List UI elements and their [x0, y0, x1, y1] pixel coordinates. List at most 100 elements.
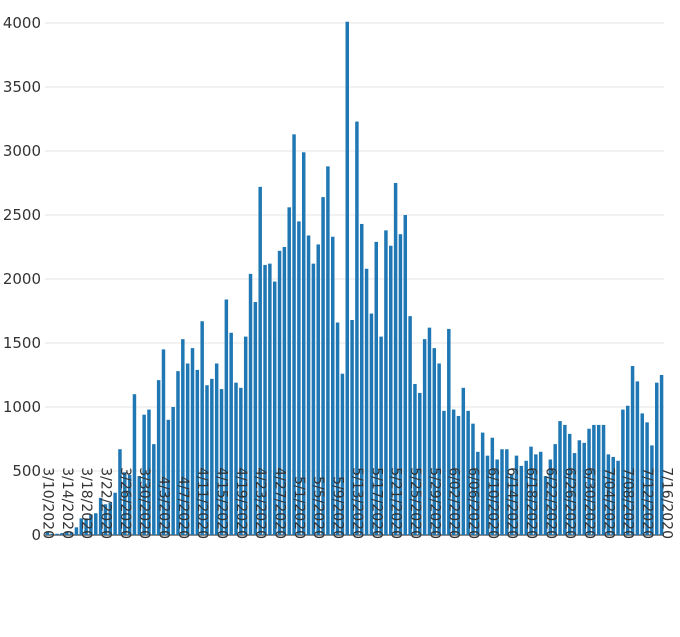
x-tick-label: 5/13/2020 [349, 467, 365, 539]
y-tick-label: 0 [31, 526, 41, 544]
bar [572, 453, 577, 535]
bar [451, 409, 456, 535]
bar [427, 327, 432, 535]
bar [350, 319, 354, 535]
bar [69, 532, 74, 535]
bar [360, 223, 364, 535]
x-tick-label: 7/16/2020 [658, 467, 674, 539]
bar [118, 449, 122, 535]
y-tick-label: 4000 [3, 14, 41, 32]
bar [625, 405, 630, 535]
bar [461, 387, 466, 535]
bar [543, 476, 548, 535]
bar [326, 166, 330, 536]
bar [616, 460, 620, 535]
bar [592, 424, 596, 535]
bar [147, 409, 151, 535]
x-tick-label: 4/7/2020 [175, 476, 191, 539]
bar [485, 455, 490, 535]
bar [389, 245, 393, 535]
bar [89, 514, 93, 535]
bar [229, 332, 233, 535]
x-tick-label: 4/23/2020 [252, 467, 268, 539]
bar [364, 268, 369, 535]
bar [505, 449, 509, 535]
x-tick-label: 6/10/2020 [484, 467, 500, 539]
bar [567, 433, 572, 535]
bar [190, 348, 195, 535]
bar [393, 183, 398, 535]
bar [538, 451, 543, 535]
bar [219, 389, 224, 535]
bar [297, 221, 301, 535]
x-tick-label: 3/22/2020 [97, 467, 113, 539]
x-tick-label: 6/06/2020 [465, 467, 481, 539]
bar [65, 532, 69, 535]
bar [195, 369, 200, 535]
bar [587, 428, 591, 535]
bar [369, 313, 374, 535]
bar [640, 413, 644, 535]
bar [50, 533, 54, 535]
bars [45, 21, 664, 536]
bar [456, 415, 461, 535]
y-axis: 0 500 1000 1500 2000 2500 3000 3500 4000 [3, 14, 41, 544]
bar [490, 437, 495, 535]
bar [263, 264, 267, 535]
bar [74, 527, 79, 535]
bar [103, 504, 108, 535]
bar [142, 414, 146, 535]
bar [152, 444, 156, 535]
bar [45, 532, 50, 535]
bar [253, 302, 258, 535]
bar [432, 348, 437, 535]
x-tick-label: 5/1/2020 [291, 476, 307, 539]
bar [234, 382, 238, 535]
bar [563, 424, 567, 535]
bar [185, 363, 190, 535]
bar [335, 322, 340, 535]
bar [287, 207, 291, 535]
x-tick-label: 3/30/2020 [136, 467, 152, 539]
bar [301, 152, 306, 535]
bar [166, 419, 171, 535]
bar [224, 299, 229, 535]
bar [108, 503, 113, 535]
bar [243, 336, 248, 535]
bar [258, 186, 262, 535]
bar [495, 459, 499, 535]
bar [272, 281, 277, 535]
bar [171, 407, 175, 535]
bar [403, 215, 408, 535]
bar [606, 454, 611, 535]
x-tick-label: 7/12/2020 [639, 467, 655, 539]
bar [127, 474, 132, 535]
x-tick-label: 6/18/2020 [523, 467, 539, 539]
x-tick-label: 6/14/2020 [504, 467, 520, 539]
bar [94, 513, 98, 535]
bar [476, 451, 480, 535]
bar [248, 273, 253, 535]
bar [645, 422, 649, 535]
bar [548, 459, 553, 535]
bar [306, 235, 311, 536]
y-tick-label: 1000 [3, 398, 41, 416]
bar [282, 247, 287, 535]
bar [480, 432, 485, 535]
bar [524, 460, 528, 535]
x-tick-label: 6/02/2020 [446, 467, 462, 539]
bar [500, 449, 504, 535]
bar [582, 442, 586, 535]
x-tick-label: 5/25/2020 [407, 467, 423, 539]
x-tick-label: 4/11/2020 [194, 467, 210, 539]
bar [635, 381, 640, 535]
y-tick-label: 500 [12, 462, 41, 480]
x-tick-label: 7/08/2020 [620, 467, 636, 539]
bar [621, 409, 625, 535]
bar [655, 382, 659, 535]
bar [98, 497, 103, 535]
bar [596, 424, 601, 535]
bar [514, 455, 519, 535]
